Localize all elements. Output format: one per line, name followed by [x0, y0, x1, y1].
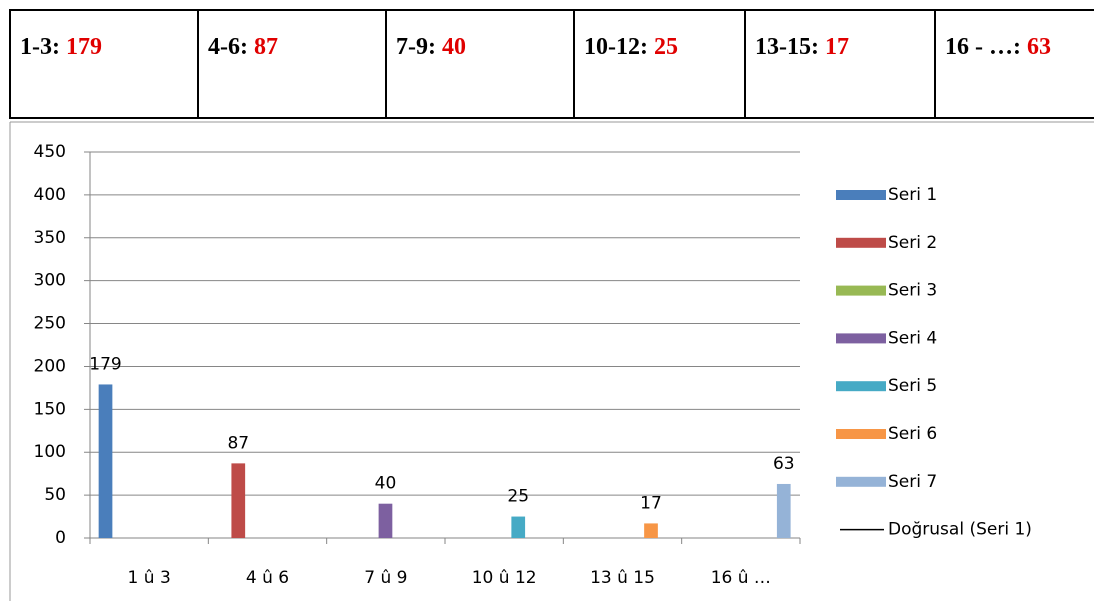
- bar: [378, 503, 393, 538]
- y-tick-label: 400: [34, 185, 66, 205]
- legend-swatch: [836, 190, 886, 200]
- cell-text: 4-6: 87: [208, 34, 278, 60]
- legend-label: Seri 7: [888, 472, 937, 492]
- x-tick-label: 13 û 15: [590, 568, 655, 588]
- legend-label: Seri 6: [888, 424, 937, 444]
- cell-text: 1-3: 179: [20, 34, 102, 60]
- legend-swatch: [836, 333, 886, 344]
- bar: [644, 523, 658, 538]
- y-tick-label: 100: [34, 442, 66, 462]
- cell-value: 63: [1027, 34, 1051, 60]
- cell-text: 7-9: 40: [396, 34, 466, 60]
- cell-label: 1-3:: [20, 34, 60, 60]
- cell-label: 7-9:: [396, 34, 436, 60]
- cell-value: 17: [825, 34, 849, 60]
- cell-text: 16 - …: 63: [945, 34, 1051, 60]
- legend-label: Seri 3: [888, 281, 937, 301]
- legend-swatch: [836, 476, 886, 487]
- bar: [231, 463, 246, 538]
- bar: [98, 384, 113, 538]
- x-tick-label: 1 û 3: [128, 568, 171, 588]
- cell-value: 87: [254, 34, 278, 60]
- legend-swatch: [836, 429, 886, 439]
- y-tick-label: 150: [34, 399, 66, 419]
- data-label: 179: [89, 354, 121, 374]
- cell-label: 13-15:: [755, 34, 819, 60]
- cell-text: 13-15: 17: [755, 34, 849, 60]
- y-tick-label: 200: [34, 356, 66, 376]
- y-tick-label: 0: [55, 528, 66, 548]
- data-label: 25: [507, 487, 529, 507]
- cell-label: 4-6:: [208, 34, 248, 60]
- cell-value: 179: [66, 34, 102, 60]
- data-label: 63: [773, 454, 795, 474]
- legend-label: Seri 2: [888, 233, 937, 253]
- data-label: 40: [375, 474, 397, 494]
- cell-value: 40: [442, 34, 466, 60]
- y-tick-label: 350: [34, 228, 66, 248]
- data-label: 87: [227, 433, 249, 453]
- x-tick-label: 7 û 9: [364, 568, 407, 588]
- table-border: [9, 9, 1094, 119]
- bar: [776, 483, 791, 538]
- legend-label: Seri 5: [888, 376, 937, 396]
- x-tick-label: 4 û 6: [246, 568, 289, 588]
- y-tick-label: 300: [34, 271, 66, 291]
- data-label: 17: [640, 493, 662, 513]
- y-tick-label: 50: [44, 485, 66, 505]
- y-tick-label: 250: [34, 314, 66, 334]
- cell-label: 16 - …:: [945, 34, 1021, 60]
- legend-label: Seri 4: [888, 328, 937, 348]
- bar: [511, 516, 526, 538]
- legend-swatch: [836, 381, 886, 392]
- legend-label: Seri 1: [888, 185, 937, 205]
- x-tick-label: 16 û …: [711, 568, 771, 588]
- legend-swatch: [836, 237, 886, 248]
- cell-value: 25: [654, 34, 678, 60]
- cell-text: 10-12: 25: [584, 34, 678, 60]
- x-tick-label: 10 û 12: [472, 568, 537, 588]
- y-tick-label: 450: [34, 142, 66, 162]
- cell-label: 10-12:: [584, 34, 648, 60]
- legend-label: Doğrusal (Seri 1): [888, 520, 1032, 540]
- legend-swatch: [836, 285, 886, 296]
